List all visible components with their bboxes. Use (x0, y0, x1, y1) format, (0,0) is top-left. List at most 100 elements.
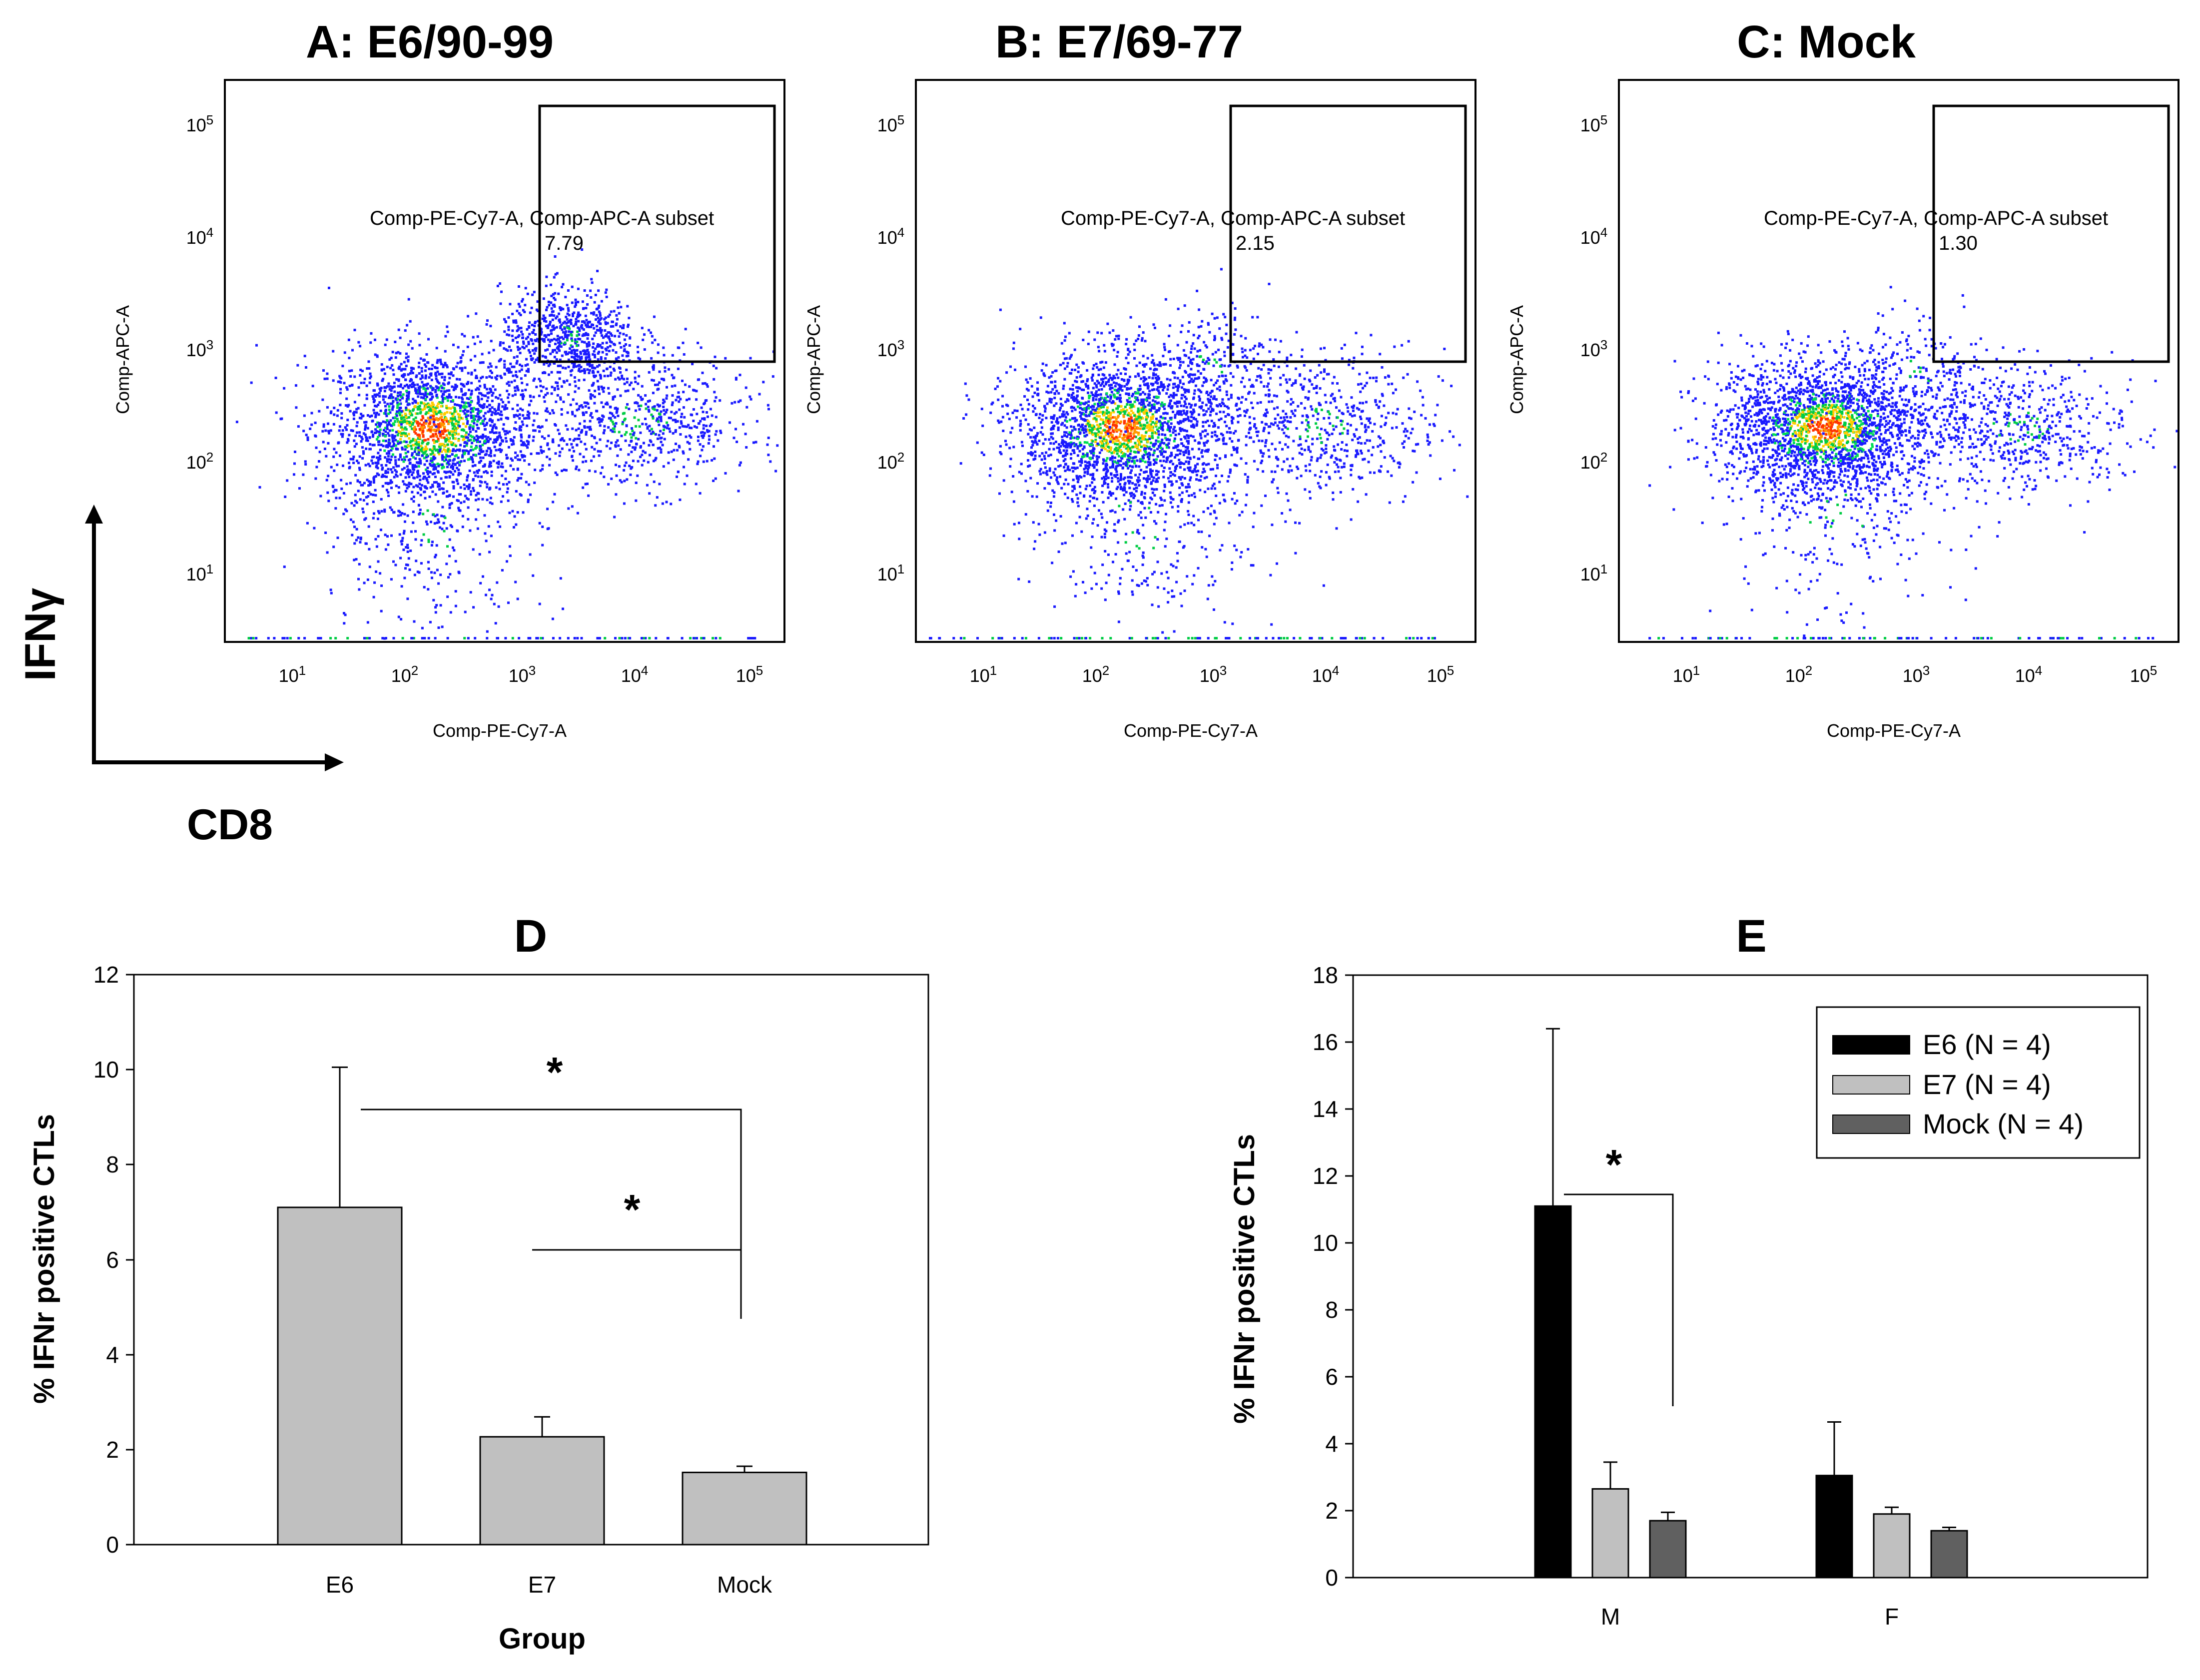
event-dot-3274 (574, 380, 577, 383)
event-dot-851 (1076, 477, 1079, 480)
event-dot-3670 (338, 497, 341, 500)
event-dot-3359 (597, 388, 600, 391)
event-dot-2633 (584, 350, 587, 353)
event-dot-160 (1009, 431, 1012, 434)
event-dot-3065 (597, 418, 599, 421)
event-dot-348 (1130, 429, 1133, 432)
event-dot-2986 (632, 388, 635, 391)
event-dot-2176 (368, 436, 371, 439)
event-dot-1391 (544, 394, 547, 396)
event-dot-3306 (774, 470, 777, 473)
event-dot-3782 (353, 504, 356, 507)
event-dot-3625 (434, 606, 437, 609)
event-dot-343 (1166, 388, 1169, 391)
event-dot-700 (377, 443, 380, 446)
event-dot-922 (516, 346, 519, 349)
event-dot-1170 (507, 401, 510, 404)
event-dot-3041 (652, 415, 654, 418)
event-dot-707 (1230, 454, 1233, 457)
event-dot-1916 (455, 478, 458, 481)
event-dot-824 (437, 439, 440, 442)
event-dot-3350 (648, 425, 651, 428)
event-dot-1812 (433, 454, 436, 457)
event-dot-933 (1054, 392, 1056, 395)
event-dot-1869 (382, 378, 385, 381)
event-dot-3217 (582, 413, 585, 416)
event-dot-317 (369, 375, 372, 378)
event-dot-2843 (553, 356, 556, 359)
event-dot-3540 (573, 376, 576, 379)
event-dot-1138 (374, 414, 377, 417)
event-dot-3801 (439, 604, 442, 607)
event-dot-47 (412, 385, 415, 388)
event-dot-435 (392, 466, 395, 469)
event-dot-2403 (577, 287, 580, 290)
event-dot-1474 (437, 518, 440, 521)
event-dot-3769 (432, 598, 435, 601)
event-dot-36 (327, 430, 330, 433)
event-dot-87 (1087, 404, 1090, 407)
event-dot-2776 (611, 334, 614, 337)
event-dot-1221 (376, 382, 379, 385)
event-dot-1647 (431, 364, 434, 367)
event-dot-28 (1076, 481, 1079, 484)
event-dot-2583 (572, 315, 574, 317)
event-dot-2517 (591, 338, 594, 341)
event-dot-1172 (362, 450, 365, 453)
event-dot-809 (1147, 464, 1150, 467)
event-dot-597 (1153, 406, 1156, 408)
event-dot-2224 (588, 356, 591, 359)
event-dot-507 (1036, 443, 1039, 446)
event-dot-3961 (255, 637, 258, 639)
event-dot-407 (473, 436, 476, 439)
event-dot-2937 (572, 398, 575, 401)
event-dot-1963 (530, 400, 533, 403)
event-dot-302 (347, 438, 349, 441)
event-dot-286 (1137, 374, 1140, 377)
event-dot-1824 (402, 420, 405, 423)
event-dot-2750 (590, 296, 593, 299)
event-dot-1149 (435, 394, 438, 396)
event-dot-2785 (586, 349, 589, 352)
event-dot-1618 (457, 413, 460, 416)
event-dot-2739 (551, 310, 554, 313)
event-dot-3840 (419, 512, 422, 515)
event-dot-3495 (599, 450, 602, 453)
event-dot-355 (1166, 412, 1169, 415)
event-dot-882 (1132, 493, 1135, 496)
event-dot-2947 (633, 431, 636, 434)
event-dot-2095 (426, 443, 429, 446)
event-dot-2001 (376, 462, 379, 464)
event-dot-1265 (443, 426, 446, 429)
event-dot-2111 (328, 286, 330, 289)
event-dot-413 (1071, 500, 1074, 503)
event-dot-545 (491, 411, 494, 414)
event-dot-2097 (443, 515, 446, 518)
event-dot-3023 (664, 366, 667, 369)
event-dot-3754 (361, 457, 364, 460)
event-dot-932 (1107, 378, 1110, 381)
event-dot-326 (423, 363, 426, 366)
event-dot-958 (373, 412, 376, 415)
event-dot-148 (1154, 480, 1157, 483)
event-dot-2855 (588, 354, 591, 356)
event-dot-1711 (469, 430, 472, 433)
event-dot-980 (477, 416, 480, 419)
event-dot-2556 (553, 276, 556, 279)
event-dot-1548 (481, 437, 484, 440)
event-dot-97 (412, 471, 415, 474)
event-dot-3280 (532, 429, 535, 432)
event-dot-2354 (549, 352, 552, 355)
event-dot-523 (1071, 466, 1074, 469)
event-dot-411 (494, 410, 497, 413)
event-dot-905 (407, 433, 410, 436)
event-dot-3764 (374, 538, 377, 541)
event-dot-2731 (613, 310, 616, 313)
event-dot-3732 (461, 526, 464, 529)
event-dot-3565 (672, 419, 675, 422)
event-dot-3471 (709, 408, 712, 411)
event-dot-277 (1040, 426, 1043, 429)
event-dot-1889 (390, 509, 393, 512)
event-dot-1703 (477, 400, 480, 403)
event-dot-2199 (416, 422, 419, 425)
